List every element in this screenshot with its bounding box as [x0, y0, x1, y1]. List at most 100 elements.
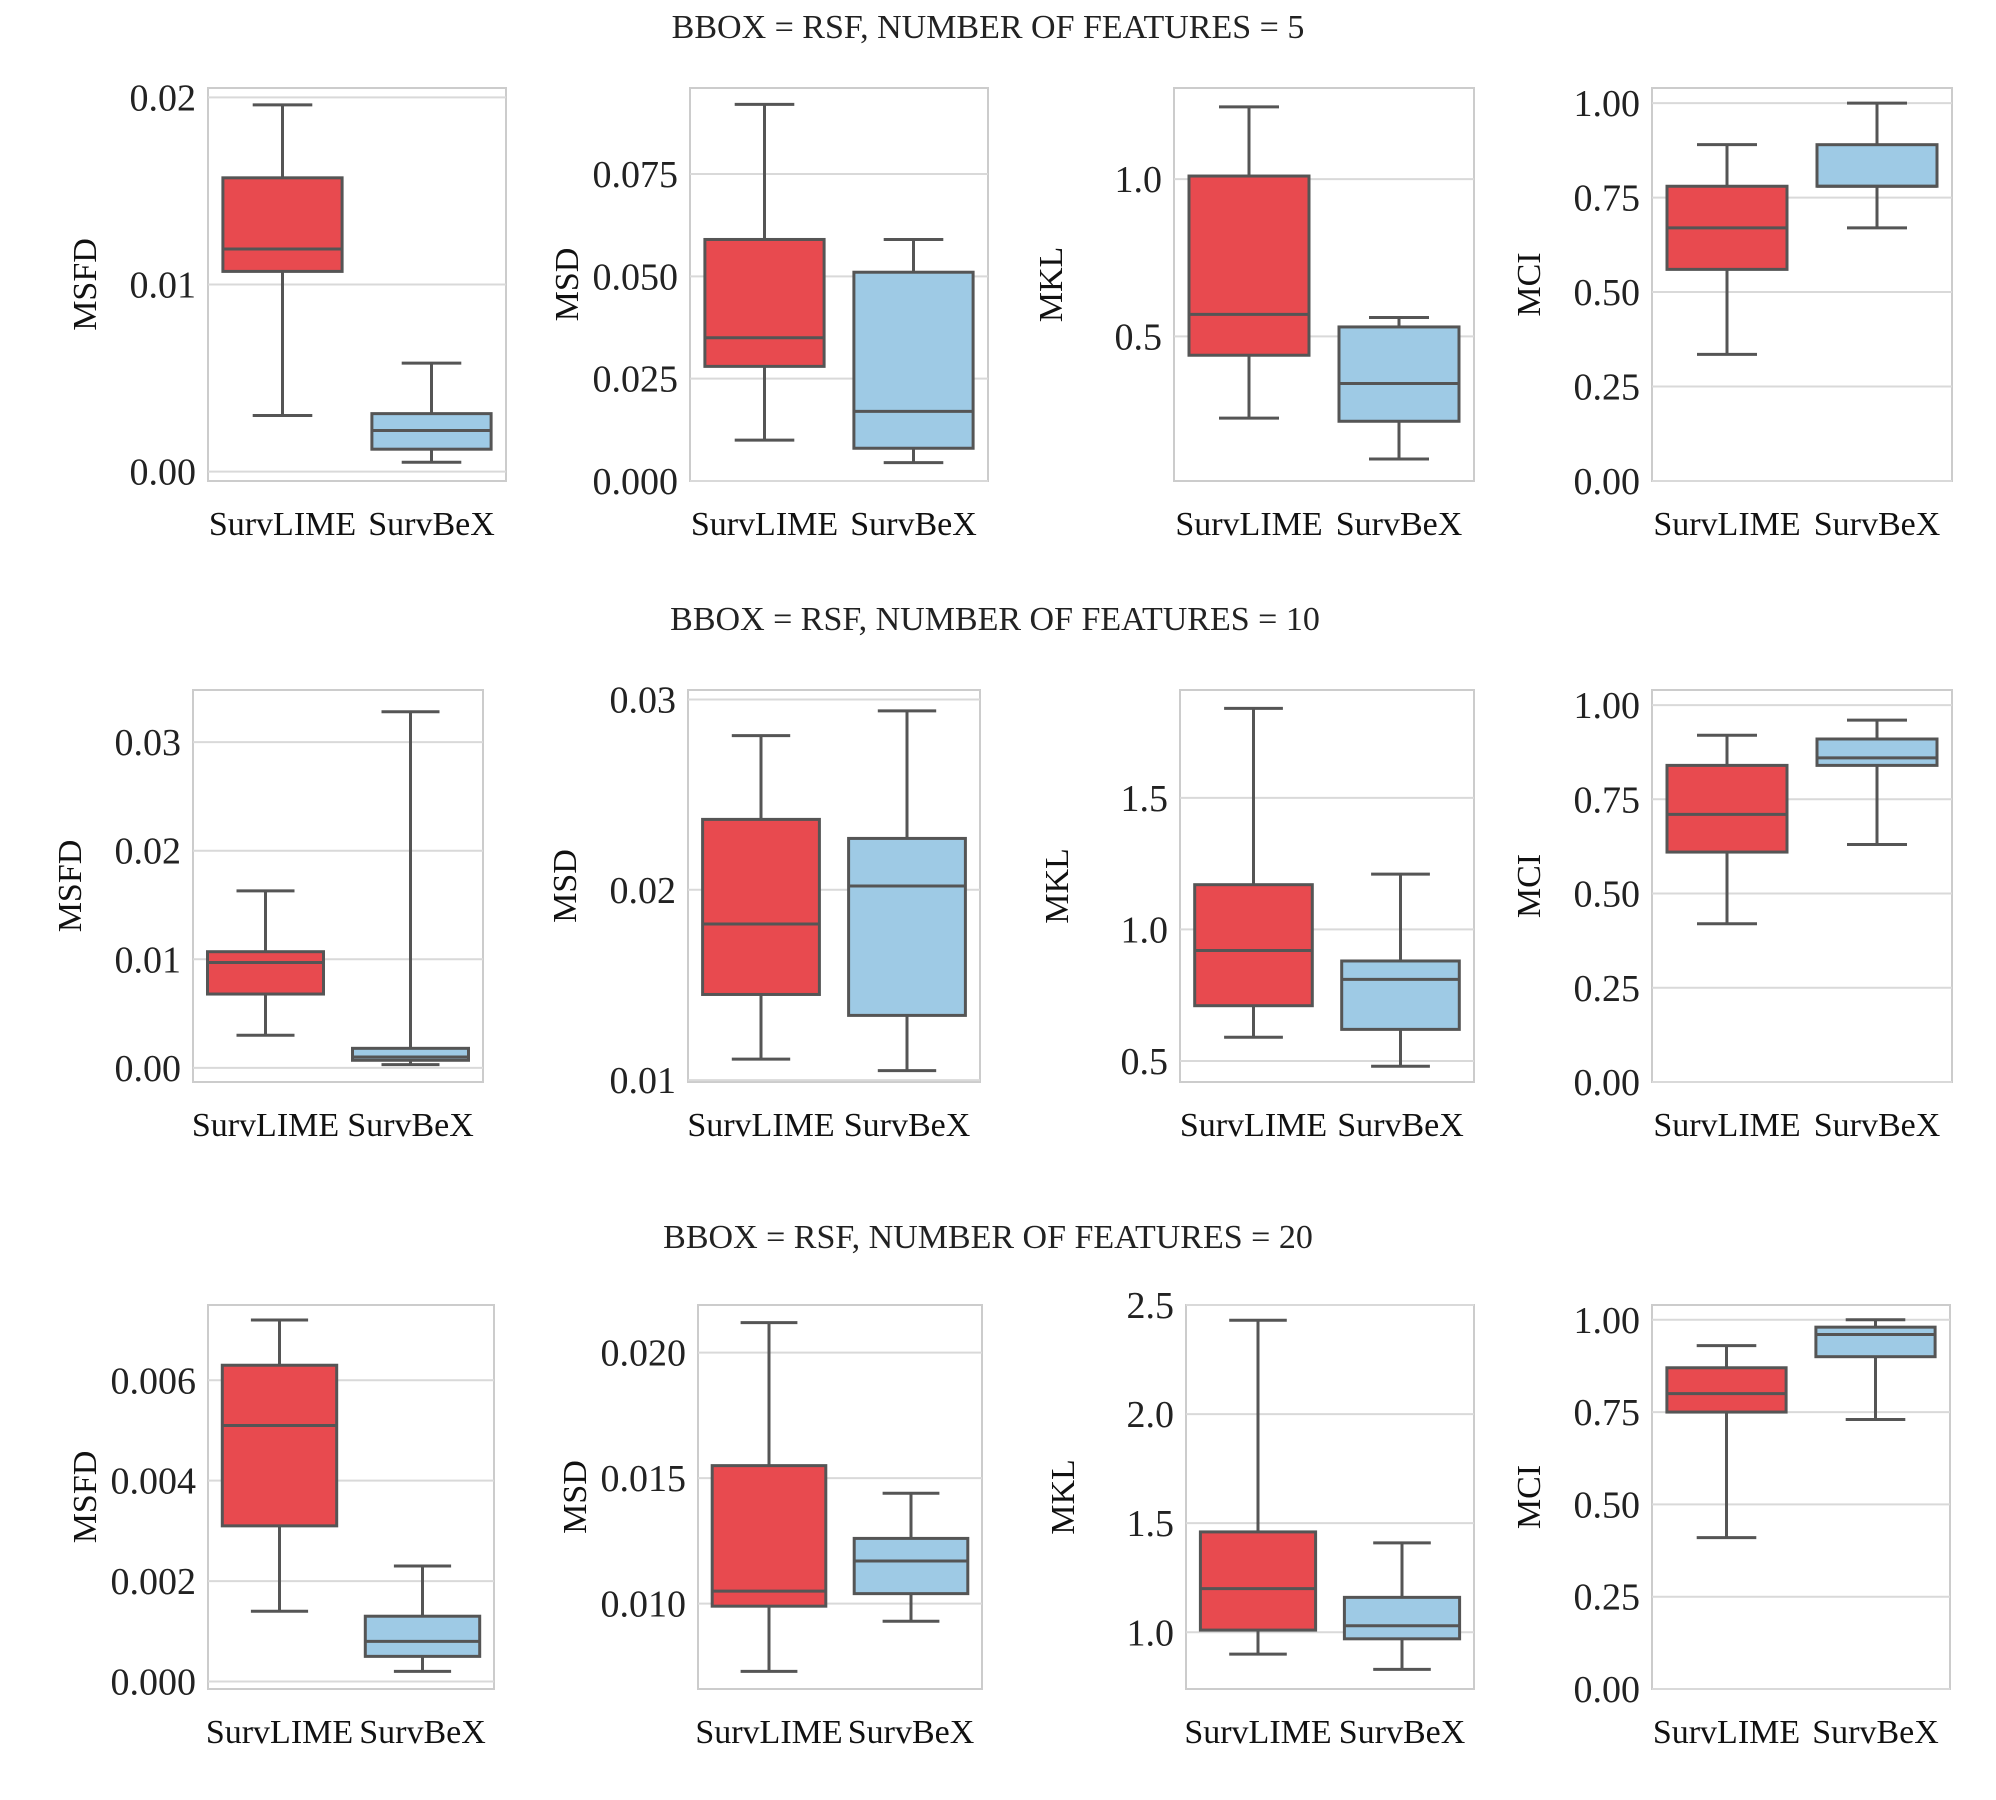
- y-axis-label: MCI: [1511, 854, 1548, 918]
- box-survbex: [1814, 1318, 1937, 1421]
- x-category-label: SurvLIME: [1175, 506, 1322, 543]
- y-tick-label: 0.01: [610, 1060, 677, 1102]
- y-tick-label: 0.006: [111, 1360, 197, 1402]
- iqr-box: [1340, 959, 1461, 1031]
- y-tick-label: 0.00: [1574, 1669, 1641, 1711]
- y-tick-label: 0.75: [1574, 1392, 1641, 1434]
- y-axis-label: MCI: [1511, 1465, 1548, 1529]
- plot-area: [192, 689, 484, 1083]
- x-category-label: SurvBeX: [359, 1714, 486, 1751]
- box-survlime: [1198, 1318, 1318, 1656]
- box-survbex: [847, 709, 967, 1073]
- box-survlime: [1193, 706, 1314, 1039]
- x-category-label: SurvLIME: [209, 506, 356, 543]
- box-survlime: [701, 734, 821, 1061]
- box-survbex: [351, 710, 470, 1067]
- y-tick-label: 0.5: [1121, 1041, 1169, 1083]
- x-category-label: SurvBeX: [347, 1107, 474, 1144]
- x-category-label: SurvLIME: [1653, 1107, 1800, 1144]
- y-axis-label: MSD: [557, 1460, 594, 1534]
- box-survbex: [1815, 718, 1939, 847]
- y-tick-label: 0.010: [601, 1584, 687, 1626]
- y-tick-label: 0.025: [593, 359, 679, 401]
- box-survlime: [1665, 143, 1789, 356]
- iqr-box: [1198, 1530, 1318, 1632]
- y-tick-label: 0.50: [1574, 1484, 1641, 1526]
- y-tick-label: 0.002: [111, 1561, 197, 1603]
- iqr-box: [1665, 763, 1789, 854]
- box-survlime: [1665, 733, 1789, 926]
- y-tick-label: 0.020: [601, 1333, 687, 1375]
- y-tick-label: 1.5: [1121, 778, 1169, 820]
- panel-mci-r0c3: 0.00 0.25 0.50 0.75 1.00 MCI SurvLIME SurvBeX: [1511, 83, 1953, 543]
- y-tick-label: 0.50: [1574, 874, 1641, 916]
- box-survlime: [703, 102, 826, 442]
- x-category-label: SurvLIME: [1653, 506, 1800, 543]
- y-axis-label: MKL: [1039, 848, 1076, 924]
- panel-msfd-r0c0: 0.00 0.01 0.02 MSFD SurvLIME SurvBeX: [67, 77, 507, 543]
- box-survlime: [710, 1321, 828, 1673]
- x-category-label: SurvBeX: [850, 506, 977, 543]
- iqr-box: [1337, 325, 1461, 423]
- panel-msfd-r2c0: 0.000 0.002 0.004 0.006 MSFD SurvLIME SurvBeX: [67, 1304, 495, 1751]
- panel-mkl-r0c2: 0.5 1.0 MKL SurvLIME SurvBeX: [1033, 87, 1475, 543]
- y-tick-label: 0.50: [1574, 272, 1641, 314]
- box-survlime: [221, 103, 344, 417]
- iqr-box: [852, 270, 975, 450]
- y-tick-label: 0.050: [593, 256, 679, 298]
- iqr-box: [221, 176, 344, 273]
- section-title-features-5: BBOX = RSF, NUMBER OF FEATURES = 5: [672, 9, 1305, 46]
- iqr-box: [1815, 143, 1939, 188]
- y-tick-label: 0.00: [1574, 1062, 1641, 1104]
- x-category-label: SurvBeX: [1812, 1714, 1939, 1751]
- y-tick-label: 1.0: [1121, 909, 1169, 951]
- iqr-box: [1187, 174, 1311, 357]
- y-tick-label: 0.03: [610, 680, 677, 722]
- x-category-label: SurvBeX: [1336, 506, 1463, 543]
- x-category-label: SurvLIME: [691, 506, 838, 543]
- iqr-box: [701, 817, 821, 996]
- x-category-label: SurvLIME: [687, 1107, 834, 1144]
- iqr-box: [363, 1614, 482, 1658]
- y-tick-label: 0.075: [593, 154, 679, 196]
- panel-msd-r1c1: 0.01 0.02 0.03 MSD SurvLIME SurvBeX: [547, 680, 981, 1144]
- box-survbex: [852, 237, 975, 465]
- box-survlime: [1187, 105, 1311, 420]
- y-tick-label: 0.02: [130, 77, 197, 119]
- y-tick-label: 0.01: [130, 265, 197, 307]
- section-title-features-20: BBOX = RSF, NUMBER OF FEATURES = 20: [663, 1219, 1313, 1256]
- plot-area: [1651, 1304, 1951, 1690]
- x-category-label: SurvBeX: [1337, 1107, 1464, 1144]
- section-title-features-10: BBOX = RSF, NUMBER OF FEATURES = 10: [670, 601, 1320, 638]
- box-survbex: [852, 1491, 970, 1623]
- y-axis-label: MKL: [1033, 247, 1070, 323]
- x-category-label: SurvLIME: [192, 1107, 339, 1144]
- y-axis-label: MSFD: [67, 238, 104, 331]
- panel-msd-r0c1: 0.000 0.025 0.050 0.075 MSD SurvLIME SurvBeX: [549, 87, 989, 543]
- y-tick-label: 1.00: [1574, 83, 1641, 125]
- y-tick-label: 0.01: [115, 939, 182, 981]
- y-tick-label: 1.5: [1127, 1503, 1175, 1545]
- box-survbex: [363, 1564, 482, 1673]
- y-tick-label: 0.25: [1574, 968, 1641, 1010]
- y-tick-label: 0.75: [1574, 779, 1641, 821]
- iqr-box: [710, 1464, 828, 1608]
- panel-mci-r2c3: 0.00 0.25 0.50 0.75 1.00 MCI SurvLIME SurvBeX: [1511, 1300, 1951, 1751]
- y-axis-label: MSD: [549, 248, 586, 322]
- y-tick-label: 0.00: [130, 452, 197, 494]
- y-tick-label: 1.0: [1127, 1612, 1175, 1654]
- iqr-box: [220, 1363, 339, 1528]
- x-category-label: SurvLIME: [1180, 1107, 1327, 1144]
- iqr-box: [1814, 1325, 1937, 1359]
- iqr-box: [1665, 1366, 1788, 1414]
- iqr-box: [847, 836, 967, 1017]
- x-category-label: SurvLIME: [206, 1714, 353, 1751]
- y-tick-label: 0.00: [1574, 461, 1641, 503]
- y-tick-label: 0.00: [115, 1048, 182, 1090]
- y-tick-label: 0.03: [115, 722, 182, 764]
- iqr-box: [703, 237, 826, 368]
- box-survbex: [370, 361, 493, 464]
- iqr-box: [206, 950, 325, 996]
